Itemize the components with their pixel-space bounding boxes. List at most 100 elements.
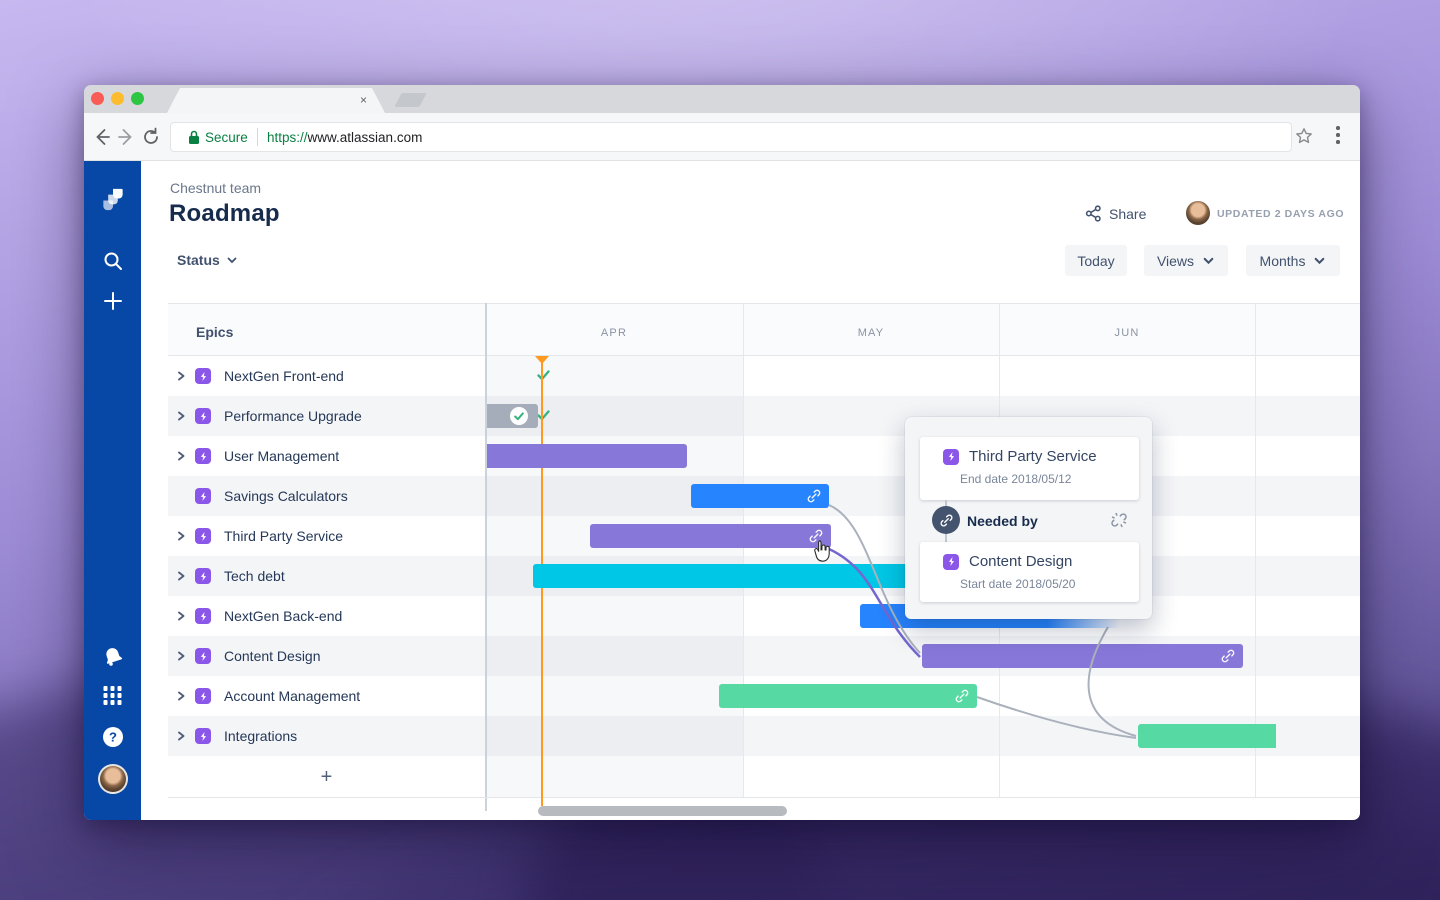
expand-chevron-icon[interactable] (176, 371, 186, 381)
epic-row-nextgen-back-end[interactable]: NextGen Back-end (168, 596, 485, 636)
gantt-bar-user-management[interactable] (487, 444, 687, 468)
status-filter-dropdown[interactable]: Status (177, 252, 238, 268)
forward-icon[interactable] (116, 127, 136, 147)
epic-icon (195, 568, 211, 584)
views-dropdown-button[interactable]: Views (1144, 245, 1228, 276)
popup-relation-label: Needed by (967, 513, 1038, 529)
svg-text:?: ? (109, 730, 117, 745)
new-tab-button[interactable] (394, 93, 427, 107)
epic-row-content-design[interactable]: Content Design (168, 636, 485, 676)
team-breadcrumb: Chestnut team (170, 180, 262, 196)
month-header-jun: JUN (1114, 327, 1140, 339)
epic-row-third-party-service[interactable]: Third Party Service (168, 516, 485, 556)
popup-target-date: Start date 2018/05/20 (960, 577, 1076, 591)
expand-chevron-icon[interactable] (176, 691, 186, 701)
panel-divider[interactable] (485, 303, 487, 811)
timeline-header (168, 303, 1360, 356)
share-button[interactable]: Share (1085, 205, 1146, 222)
link-icon[interactable] (806, 488, 822, 504)
link-icon[interactable] (1220, 648, 1236, 664)
epic-row-user-management[interactable]: User Management (168, 436, 485, 476)
epic-label: Third Party Service (224, 528, 344, 544)
epic-label: Account Management (224, 688, 361, 704)
create-plus-icon[interactable] (102, 290, 124, 312)
tab-close-icon[interactable]: × (359, 93, 367, 107)
horizontal-scrollbar[interactable] (538, 806, 787, 816)
status-label: Status (177, 252, 220, 268)
app-switcher-icon[interactable] (103, 686, 122, 705)
browser-tab[interactable]: × (167, 88, 385, 113)
bookmark-star-icon[interactable] (1295, 127, 1313, 145)
browser-toolbar: Secure https://www.atlassian.com (84, 113, 1360, 161)
link-icon[interactable] (808, 528, 824, 544)
done-check-icon (537, 410, 550, 421)
browser-window: × Secure https://www.atlassian.com (84, 85, 1360, 820)
popup-source-date: End date 2018/05/12 (960, 472, 1072, 486)
minimize-window-button[interactable] (111, 92, 124, 105)
share-icon (1085, 205, 1101, 222)
jira-logo-icon[interactable] (99, 186, 126, 213)
omnibox-divider (257, 128, 258, 146)
zoom-window-button[interactable] (131, 92, 144, 105)
browser-menu-icon[interactable] (1336, 126, 1340, 147)
secure-label: Secure (205, 130, 248, 145)
month-header-apr: APR (600, 327, 628, 339)
expand-chevron-icon[interactable] (176, 571, 186, 581)
expand-chevron-icon[interactable] (176, 611, 186, 621)
dependency-curve (828, 547, 921, 658)
search-icon[interactable] (102, 250, 124, 272)
expand-chevron-icon[interactable] (176, 531, 186, 541)
gantt-bar-tech-debt[interactable] (533, 564, 948, 588)
expand-chevron-icon[interactable] (176, 731, 186, 741)
unlink-icon[interactable] (1110, 511, 1128, 529)
dependency-curve (828, 504, 921, 654)
dependency-connectors (828, 504, 1137, 739)
epics-column-header: Epics (196, 324, 234, 340)
epic-row-savings-calculators[interactable]: Savings Calculators (168, 476, 485, 516)
expand-chevron-icon[interactable] (176, 651, 186, 661)
epic-icon (195, 488, 211, 504)
gantt-bar-account-management[interactable] (719, 684, 977, 708)
bar-done-badge (510, 407, 528, 425)
popup-target-epic-card[interactable]: Content Design Start date 2018/05/20 (920, 542, 1139, 602)
epic-label: Integrations (224, 728, 298, 744)
notifications-bell-icon[interactable] (102, 645, 124, 667)
months-dropdown-button[interactable]: Months (1246, 245, 1340, 276)
link-icon[interactable] (954, 688, 970, 704)
gantt-bar-content-design[interactable] (922, 644, 1243, 668)
epic-row-account-management[interactable]: Account Management (168, 676, 485, 716)
epic-label: NextGen Front-end (224, 368, 344, 384)
back-icon[interactable] (92, 127, 112, 147)
gantt-bar-integrations[interactable] (1138, 724, 1276, 748)
updated-by-avatar[interactable] (1186, 201, 1210, 225)
lock-icon (189, 130, 199, 144)
popup-source-epic-card[interactable]: Third Party Service End date 2018/05/12 (920, 437, 1139, 500)
address-bar[interactable]: Secure https://www.atlassian.com (170, 122, 1292, 152)
expand-chevron-icon[interactable] (176, 411, 186, 421)
mouse-cursor-pointer (814, 540, 830, 562)
done-check-icon (537, 370, 550, 381)
epic-icon (195, 688, 211, 704)
profile-avatar[interactable] (97, 764, 128, 794)
add-epic-button[interactable]: + (320, 765, 333, 788)
epic-row-tech-debt[interactable]: Tech debt (168, 556, 485, 596)
epic-icon (195, 368, 211, 384)
epic-row-nextgen-front-end[interactable]: NextGen Front-end (168, 356, 550, 396)
epic-icon (943, 553, 959, 570)
epic-row-performance-upgrade[interactable]: Performance Upgrade (168, 396, 550, 436)
expand-chevron-icon[interactable] (176, 451, 186, 461)
share-label: Share (1109, 205, 1147, 222)
epic-row-integrations[interactable]: Integrations (168, 716, 485, 756)
today-button[interactable]: Today (1065, 245, 1127, 276)
gantt-bar-savings-calculators[interactable] (691, 484, 829, 508)
dependency-popup: Third Party Service End date 2018/05/12 … (905, 417, 1152, 619)
gantt-bar-third-party-service[interactable] (590, 524, 831, 548)
today-marker-arrow[interactable] (535, 356, 549, 364)
close-window-button[interactable] (91, 92, 104, 105)
refresh-icon[interactable] (141, 127, 161, 147)
app-content: ? Chestnut team Roadmap Share UPDATED 2 … (84, 161, 1360, 820)
help-icon[interactable]: ? (102, 726, 124, 748)
updated-label: UPDATED 2 DAYS AGO (1217, 208, 1345, 220)
epic-label: User Management (224, 448, 340, 464)
